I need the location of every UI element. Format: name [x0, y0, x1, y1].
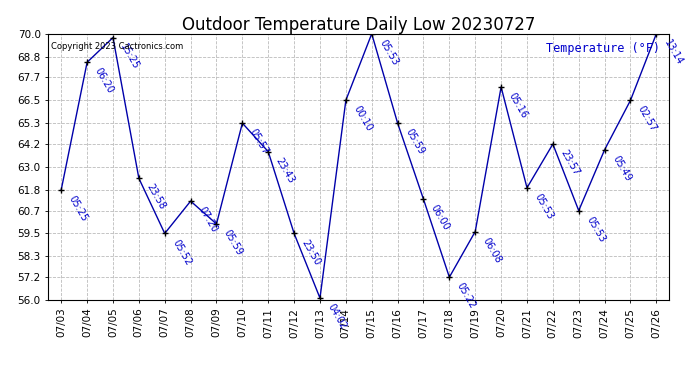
Title: Outdoor Temperature Daily Low 20230727: Outdoor Temperature Daily Low 20230727 [182, 16, 535, 34]
Text: 05:49: 05:49 [610, 154, 633, 183]
Text: 23:50: 23:50 [299, 238, 322, 267]
Text: Temperature (°F): Temperature (°F) [546, 42, 660, 55]
Text: 02:57: 02:57 [636, 105, 659, 134]
Text: 05:53: 05:53 [584, 215, 607, 244]
Text: 23:43: 23:43 [274, 156, 297, 185]
Text: 04:02: 04:02 [326, 302, 348, 332]
Text: 06:08: 06:08 [481, 236, 503, 265]
Text: 05:52: 05:52 [170, 238, 193, 267]
Text: 00:10: 00:10 [351, 105, 374, 134]
Text: 05:59: 05:59 [222, 228, 245, 257]
Text: 13:14: 13:14 [662, 38, 684, 67]
Text: 05:16: 05:16 [506, 91, 529, 120]
Text: 15:25: 15:25 [119, 42, 141, 71]
Text: 05:53: 05:53 [533, 192, 555, 221]
Text: 07:20: 07:20 [196, 205, 219, 234]
Text: 23:58: 23:58 [144, 183, 167, 212]
Text: 05:53: 05:53 [377, 38, 400, 67]
Text: Copyright 2023 Cactronics.com: Copyright 2023 Cactronics.com [51, 42, 184, 51]
Text: 06:20: 06:20 [92, 66, 115, 96]
Text: 05:25: 05:25 [67, 194, 90, 223]
Text: 05:59: 05:59 [403, 127, 426, 156]
Text: 05:22: 05:22 [455, 281, 477, 311]
Text: 06:00: 06:00 [429, 203, 451, 232]
Text: 23:57: 23:57 [558, 148, 581, 178]
Text: 05:57: 05:57 [248, 127, 270, 157]
